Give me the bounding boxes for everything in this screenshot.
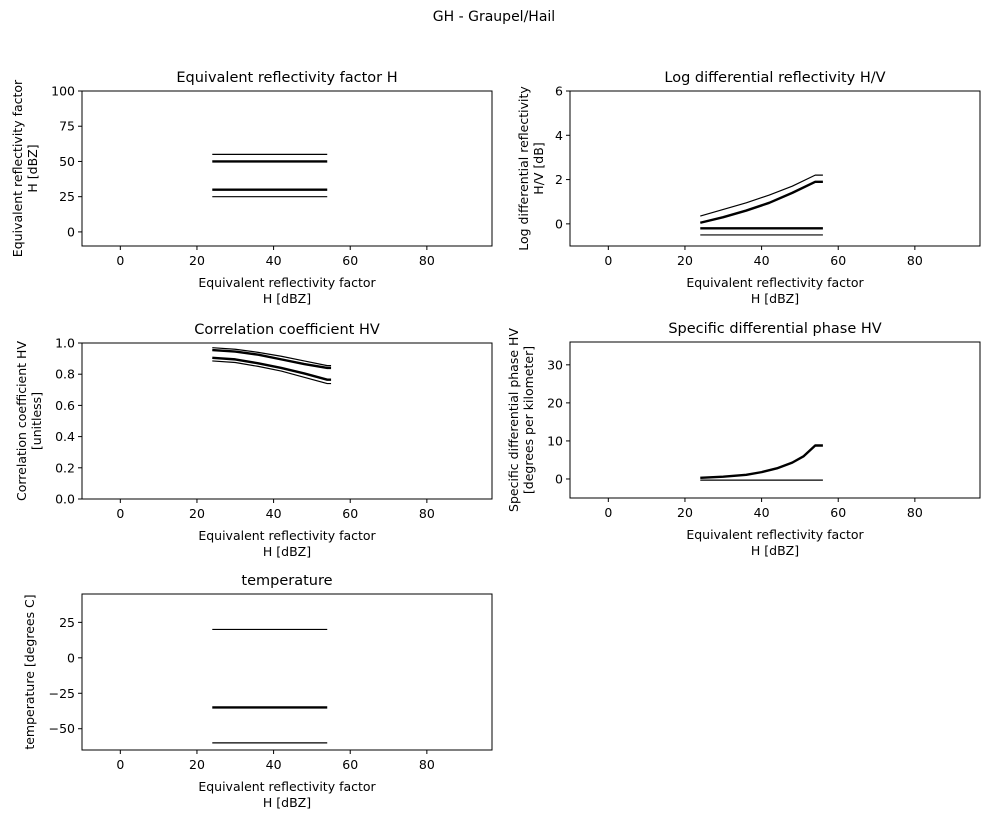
- y-axis-label-zh-1: H [dBZ]: [25, 144, 40, 192]
- chart-title-zdr: Log differential reflectivity H/V: [664, 70, 885, 86]
- x-tick-label-zh-0: 0: [116, 253, 124, 268]
- x-tick-label-zh-1: 20: [189, 253, 205, 268]
- y-tick-label-rhohv-3: 0.6: [55, 398, 75, 413]
- x-axis-label-rhohv-1: H [dBZ]: [263, 544, 311, 559]
- y-tick-label-zh-4: 100: [51, 84, 75, 99]
- y-tick-label-zdr-2: 4: [555, 128, 563, 143]
- x-axis-label-temp-0: Equivalent reflectivity factor: [198, 779, 376, 794]
- y-axis-label-temp-0: temperature [degrees C]: [22, 594, 37, 749]
- x-axis-label-zdr-0: Equivalent reflectivity factor: [686, 275, 864, 290]
- series-line-rhohv-0: [212, 347, 332, 367]
- x-tick-label-kdp-2: 40: [754, 505, 770, 520]
- chart-title-zh: Equivalent reflectivity factor H: [176, 70, 397, 86]
- x-tick-label-kdp-1: 20: [677, 505, 693, 520]
- x-tick-label-zh-2: 40: [266, 253, 282, 268]
- x-tick-label-temp-3: 60: [342, 757, 358, 772]
- y-tick-label-zh-0: 0: [67, 224, 75, 239]
- y-tick-label-zdr-1: 2: [555, 172, 563, 187]
- y-tick-label-zh-1: 25: [59, 189, 75, 204]
- y-tick-label-zh-2: 50: [59, 154, 75, 169]
- chart-title-rhohv: Correlation coefficient HV: [194, 322, 380, 338]
- x-tick-label-kdp-4: 80: [907, 505, 923, 520]
- x-axis-label-temp-1: H [dBZ]: [263, 795, 311, 810]
- y-tick-label-rhohv-0: 0.0: [55, 492, 75, 507]
- chart-title-temp: temperature: [241, 573, 332, 589]
- axes-frame-kdp: [569, 341, 981, 499]
- y-tick-label-temp-0: −50: [49, 721, 75, 736]
- series-line-rhohv-3: [212, 360, 332, 385]
- x-tick-label-temp-2: 40: [266, 757, 282, 772]
- x-tick-label-rhohv-2: 40: [266, 506, 282, 521]
- y-tick-label-temp-1: −25: [49, 686, 75, 701]
- chart-panel-zdr: 0 20 40 60 80 0 2 4 6 Log differential reflectivi…: [516, 70, 981, 306]
- y-axis-label-rhohv-0: Correlation coefficient HV: [14, 341, 29, 501]
- y-tick-label-kdp-2: 20: [547, 395, 563, 410]
- chart-panel-kdp: 0 20 40 60 80 0 10 20 30 Specific differential ph…: [506, 321, 981, 558]
- x-tick-label-zh-4: 80: [419, 253, 435, 268]
- x-tick-label-temp-1: 20: [189, 757, 205, 772]
- x-tick-label-rhohv-0: 0: [116, 506, 124, 521]
- x-axis-label-zh-0: Equivalent reflectivity factor: [198, 275, 376, 290]
- chart-panel-rhohv: 0 20 40 60 80 0.0 0.2 0.4 0.6 0.8 1.0 Correlation c…: [14, 322, 493, 559]
- figure-suptitle: GH - Graupel/Hail: [433, 9, 555, 25]
- x-tick-label-zdr-2: 40: [754, 253, 770, 268]
- x-tick-label-zdr-4: 80: [907, 253, 923, 268]
- x-tick-label-rhohv-1: 20: [189, 506, 205, 521]
- x-tick-label-temp-0: 0: [116, 757, 124, 772]
- y-axis-label-rhohv-1: [unitless]: [29, 392, 44, 450]
- x-tick-label-kdp-3: 60: [830, 505, 846, 520]
- x-tick-label-zdr-1: 20: [677, 253, 693, 268]
- y-tick-label-rhohv-1: 0.2: [55, 460, 75, 475]
- y-axis-label-zh-0: Equivalent reflectivity factor: [10, 79, 25, 257]
- y-tick-label-zdr-3: 6: [555, 84, 563, 99]
- y-axis-label-zdr-1: H/V [dB]: [531, 142, 546, 194]
- y-tick-label-temp-3: 25: [59, 615, 75, 630]
- y-axis-label-kdp-0: Specific differential phase HV: [506, 328, 521, 512]
- y-tick-label-rhohv-5: 1.0: [55, 336, 75, 351]
- series-line-rhohv-1: [212, 348, 332, 370]
- series-line-kdp-0: [700, 444, 823, 480]
- x-tick-label-rhohv-4: 80: [419, 506, 435, 521]
- x-tick-label-zdr-3: 60: [830, 253, 846, 268]
- axes-frame-zh: [81, 90, 493, 247]
- chart-panel-zh: 0 20 40 60 80 0 25 50 75 100 Equivalent reflectivi…: [10, 70, 493, 306]
- chart-title-kdp: Specific differential phase HV: [668, 321, 881, 337]
- axes-frame-temp: [81, 593, 493, 751]
- x-tick-label-zdr-0: 0: [604, 253, 612, 268]
- y-tick-label-rhohv-4: 0.8: [55, 367, 75, 382]
- y-axis-label-zdr-0: Log differential reflectivity: [516, 86, 531, 251]
- x-tick-label-zh-3: 60: [342, 253, 358, 268]
- y-tick-label-zh-3: 75: [59, 119, 75, 134]
- x-axis-label-kdp-1: H [dBZ]: [751, 543, 799, 558]
- axes-frame-rhohv: [81, 342, 493, 500]
- x-tick-label-kdp-0: 0: [604, 505, 612, 520]
- y-tick-label-rhohv-2: 0.4: [55, 429, 75, 444]
- series-line-rhohv-2: [212, 356, 332, 381]
- y-tick-label-temp-2: 0: [67, 650, 75, 665]
- x-axis-label-kdp-0: Equivalent reflectivity factor: [686, 527, 864, 542]
- series-line-zdr-0: [700, 174, 823, 217]
- x-axis-label-rhohv-0: Equivalent reflectivity factor: [198, 528, 376, 543]
- chart-panel-temp: 0 20 40 60 80 −50 −25 0 25 temperature Equivalent …: [22, 573, 493, 810]
- x-tick-label-temp-4: 80: [419, 757, 435, 772]
- y-tick-label-kdp-3: 30: [547, 357, 563, 372]
- y-tick-label-kdp-0: 0: [555, 471, 563, 486]
- y-tick-label-kdp-1: 10: [547, 433, 563, 448]
- axes-frame-zdr: [569, 90, 981, 247]
- y-axis-label-kdp-1: [degrees per kilometer]: [521, 346, 536, 494]
- x-axis-label-zdr-1: H [dBZ]: [751, 291, 799, 306]
- series-line-zdr-1: [699, 180, 823, 224]
- x-tick-label-rhohv-3: 60: [342, 506, 358, 521]
- y-tick-label-zdr-0: 0: [555, 216, 563, 231]
- x-axis-label-zh-1: H [dBZ]: [263, 291, 311, 306]
